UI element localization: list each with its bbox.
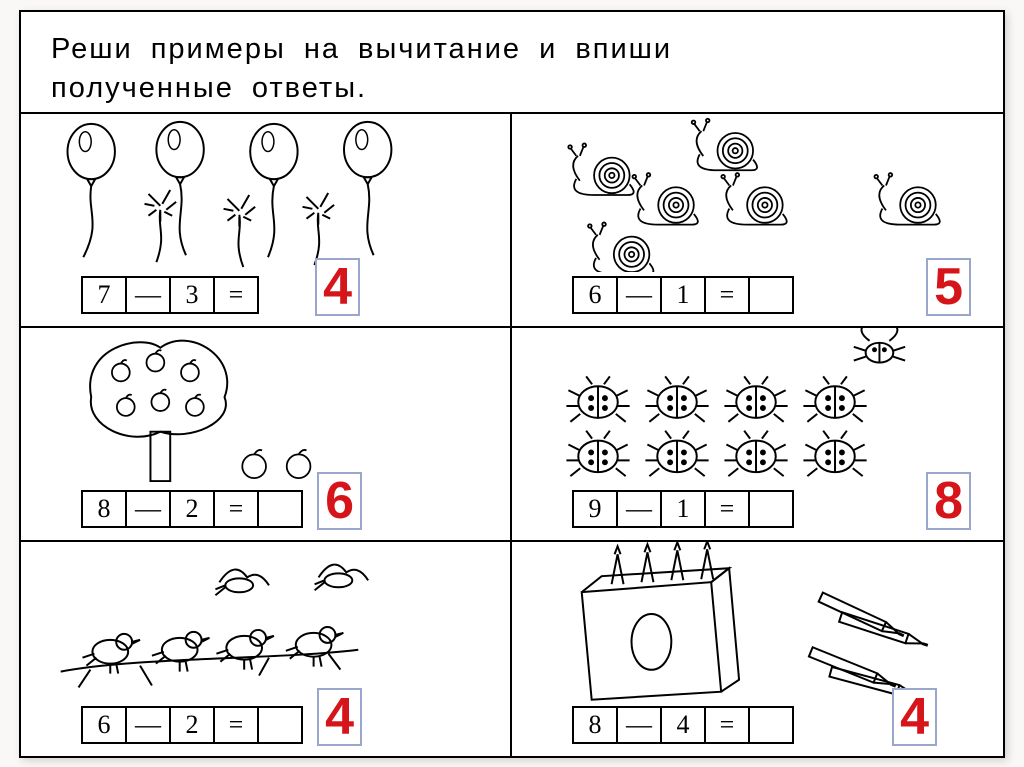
eq-b: 1 — [660, 490, 706, 528]
eq-b: 3 — [169, 276, 215, 314]
eq-op: — — [125, 276, 171, 314]
eq-a: 8 — [81, 490, 127, 528]
problem-snails: 6 — 1 = 5 — [512, 114, 1003, 328]
instructions-line1: Реши примеры на вычитание и впиши — [51, 33, 672, 65]
eq-empty[interactable] — [748, 490, 794, 528]
eq-b: 1 — [660, 276, 706, 314]
problem-pencils: 8 — 4 = 4 — [512, 542, 1003, 756]
eq-a: 6 — [572, 276, 618, 314]
eq-op: — — [616, 276, 662, 314]
eq-a: 6 — [81, 706, 127, 744]
problem-birds: 6 — 2 = 4 — [21, 542, 512, 756]
equation-row: 7 — 3 = — [81, 276, 257, 314]
eq-empty[interactable] — [748, 706, 794, 744]
eq-op: — — [616, 490, 662, 528]
eq-eq: = — [704, 706, 750, 744]
eq-op: — — [125, 706, 171, 744]
equation-row: 8 — 4 = — [572, 706, 792, 744]
eq-eq: = — [213, 706, 259, 744]
eq-empty[interactable] — [748, 276, 794, 314]
equation-row: 8 — 2 = — [81, 490, 301, 528]
birds-illustration — [21, 542, 510, 702]
eq-eq: = — [704, 276, 750, 314]
eq-empty[interactable] — [257, 706, 303, 744]
eq-op: — — [616, 706, 662, 744]
answer-box[interactable]: 6 — [317, 472, 362, 530]
eq-eq: = — [704, 490, 750, 528]
eq-empty[interactable] — [257, 490, 303, 528]
eq-b: 4 — [660, 706, 706, 744]
snails-illustration — [512, 114, 1003, 272]
problems-grid: 7 — 3 = 4 — [21, 114, 1003, 756]
pencils-illustration — [512, 542, 1003, 702]
instructions-line2: полученные ответы. — [51, 72, 367, 104]
problem-apple-tree: 8 — 2 = 6 — [21, 328, 512, 542]
equation-row: 9 — 1 = — [572, 490, 792, 528]
equation-row: 6 — 1 = — [572, 276, 792, 314]
eq-a: 7 — [81, 276, 127, 314]
eq-eq: = — [213, 490, 259, 528]
beetles-illustration — [512, 328, 1003, 486]
apple-tree-illustration — [21, 328, 510, 486]
balloons-illustration — [21, 114, 510, 272]
eq-b: 2 — [169, 706, 215, 744]
eq-eq: = — [213, 276, 259, 314]
worksheet: Реши примеры на вычитание и впиши получе… — [19, 10, 1005, 758]
eq-op: — — [125, 490, 171, 528]
answer-box[interactable]: 4 — [317, 688, 362, 746]
answer-box[interactable]: 8 — [926, 472, 971, 530]
eq-a: 9 — [572, 490, 618, 528]
eq-b: 2 — [169, 490, 215, 528]
problem-beetles: 9 — 1 = 8 — [512, 328, 1003, 542]
equation-row: 6 — 2 = — [81, 706, 301, 744]
instructions: Реши примеры на вычитание и впиши получе… — [21, 12, 1003, 114]
answer-box[interactable]: 4 — [892, 688, 937, 746]
eq-a: 8 — [572, 706, 618, 744]
answer-box[interactable]: 4 — [315, 258, 360, 316]
problem-balloons: 7 — 3 = 4 — [21, 114, 512, 328]
answer-box[interactable]: 5 — [926, 258, 971, 316]
